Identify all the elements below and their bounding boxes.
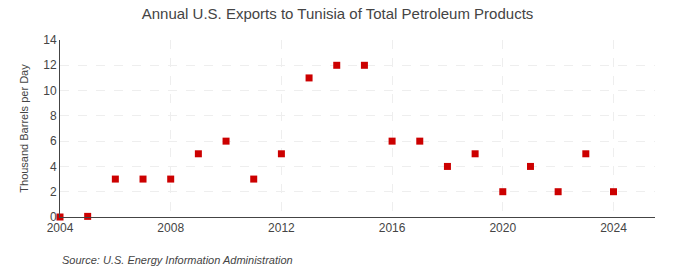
svg-text:2008: 2008 — [157, 221, 184, 235]
svg-text:4: 4 — [50, 160, 57, 174]
svg-text:Thousand Barrels per Day: Thousand Barrels per Day — [18, 64, 30, 193]
svg-text:0: 0 — [50, 210, 57, 224]
svg-text:2: 2 — [50, 185, 57, 199]
svg-text:2020: 2020 — [489, 221, 516, 235]
svg-text:2004: 2004 — [47, 221, 74, 235]
svg-text:2012: 2012 — [268, 221, 295, 235]
svg-text:2024: 2024 — [600, 221, 627, 235]
svg-text:8: 8 — [50, 109, 57, 123]
svg-text:2016: 2016 — [379, 221, 406, 235]
svg-text:10: 10 — [43, 84, 57, 98]
svg-text:Annual U.S. Exports to Tunisia: Annual U.S. Exports to Tunisia of Total … — [142, 5, 534, 22]
svg-text:6: 6 — [50, 134, 57, 148]
svg-text:14: 14 — [43, 33, 57, 47]
svg-text:12: 12 — [43, 58, 57, 72]
svg-text:Source: U.S. Energy Informatio: Source: U.S. Energy Information Administ… — [62, 254, 293, 266]
